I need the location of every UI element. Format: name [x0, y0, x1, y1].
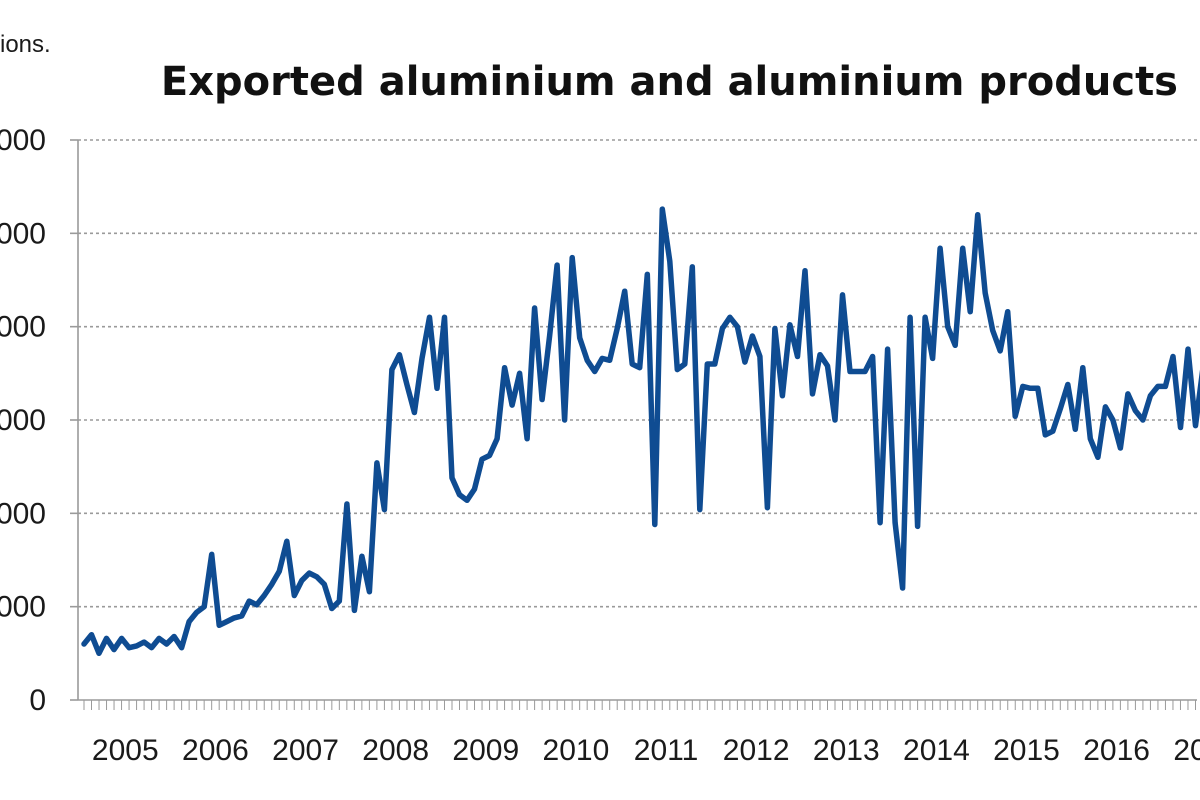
series-layer	[81, 206, 1200, 657]
x-tick-label-2008: 2008	[362, 734, 429, 767]
x-tick-label-2012: 2012	[723, 734, 790, 767]
unit-label: ions.	[0, 31, 51, 58]
y-tick-label-6: 000	[0, 124, 46, 157]
x-tick-label-2014: 2014	[903, 734, 970, 767]
x-tick-label-2006: 2006	[182, 734, 249, 767]
x-tick-label-2015: 2015	[993, 734, 1060, 767]
x-tick-label-2011: 2011	[634, 734, 699, 767]
y-tick-label-4: 000	[0, 311, 46, 344]
x-tick-label-2017: 2017	[1173, 734, 1200, 767]
x-tick-label-2013: 2013	[813, 734, 880, 767]
x-tick-label-2009: 2009	[452, 734, 519, 767]
y-tick-label-0: 0	[29, 684, 46, 717]
y-tick-label-2: 000	[0, 497, 46, 530]
x-tick-label-2010: 2010	[543, 734, 610, 767]
series-line	[81, 206, 1200, 657]
x-tick-label-2005: 2005	[92, 734, 159, 767]
x-tick-labels: 2005 2006 2007 2008 2009 2010 2011 2012 2013 2014…	[92, 734, 1200, 767]
gridlines	[78, 139, 1197, 608]
y-tick-label-1: 000	[0, 591, 46, 624]
chart-title: Exported aluminium and aluminium product…	[161, 59, 1178, 105]
y-tick-label-3: 000	[0, 404, 46, 437]
y-tick-label-5: 000	[0, 217, 46, 250]
axes	[70, 139, 1197, 710]
x-tick-label-2007: 2007	[272, 734, 339, 767]
x-tick-label-2016: 2016	[1083, 734, 1150, 767]
